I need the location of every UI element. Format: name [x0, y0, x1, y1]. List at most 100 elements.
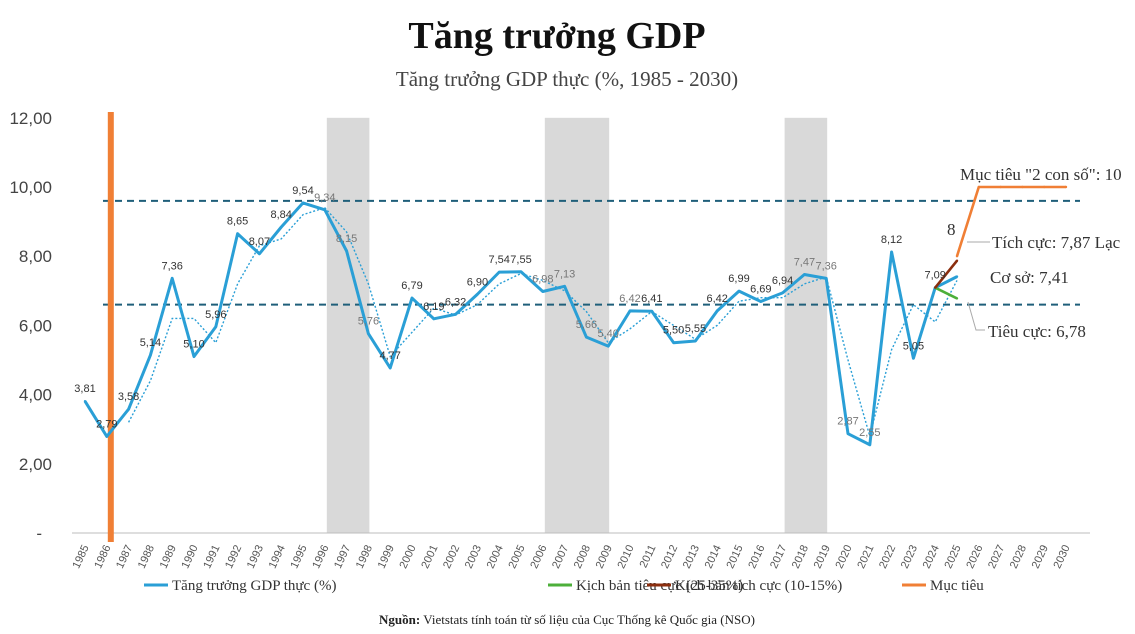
data-label-2000: 6,79 — [401, 280, 422, 292]
data-label-2005: 7,55 — [510, 254, 531, 266]
x-tick-2025: 2025 — [942, 543, 963, 570]
data-label-1999: 4,77 — [379, 350, 400, 362]
data-label-2007: 7,13 — [554, 268, 575, 280]
x-tick-2013: 2013 — [681, 543, 702, 570]
data-label-2014: 6,42 — [706, 293, 727, 305]
point-s1-2013 — [694, 339, 697, 343]
point-s1-2023 — [912, 357, 915, 360]
y-tick-2: 4,00 — [19, 386, 52, 405]
point-s1-1994 — [280, 225, 283, 229]
data-label-2019: 7,36 — [815, 260, 836, 272]
point-s1-1997 — [345, 249, 348, 253]
data-label-1993: 8,07 — [249, 236, 270, 248]
data-label-2012: 5,50 — [663, 325, 684, 337]
x-tick-1990: 1990 — [179, 543, 200, 570]
data-label-1997: 8,15 — [336, 233, 357, 245]
x-tick-2022: 2022 — [877, 543, 898, 570]
y-tick-3: 6,00 — [19, 316, 52, 335]
data-label-2021: 2,55 — [859, 427, 880, 439]
y-tick-6: 12,00 — [9, 109, 52, 128]
point-s1-2014 — [716, 309, 719, 313]
highlight-bar — [107, 112, 114, 542]
point-s1-1989 — [171, 277, 174, 280]
x-tick-2017: 2017 — [768, 543, 789, 570]
x-tick-2030: 2030 — [1051, 543, 1072, 570]
chart-title: Tăng trưởng GDP — [408, 15, 705, 57]
data-label-2008: 5,66 — [576, 319, 597, 331]
x-tick-2024: 2024 — [921, 543, 942, 570]
data-label-2004: 7,54 — [488, 254, 509, 266]
data-label-2006: 6,98 — [532, 273, 553, 285]
data-label-1992: 8,65 — [227, 216, 248, 228]
x-tick-1994: 1994 — [267, 543, 288, 570]
x-tick-2009: 2009 — [594, 543, 615, 570]
point-s1-2016 — [759, 300, 762, 303]
data-label-2024: 7,09 — [924, 270, 945, 282]
x-tick-2019: 2019 — [812, 543, 833, 570]
series-line-2 — [934, 286, 958, 300]
data-label-2017: 6,94 — [772, 275, 793, 287]
data-label-2003: 6,90 — [467, 276, 488, 288]
point-s1-2015 — [737, 289, 741, 293]
point-s1-2018 — [803, 273, 806, 276]
x-tick-1998: 1998 — [354, 543, 375, 570]
point-s1-1990 — [192, 355, 196, 358]
source-prefix: Nguồn: — [379, 612, 420, 627]
point-s1-1998 — [367, 332, 370, 335]
data-label-1998: 5,76 — [358, 316, 379, 328]
y-tick-0: - — [36, 524, 42, 543]
x-tick-2011: 2011 — [638, 543, 659, 570]
chart-subtitle: Tăng trưởng GDP thực (%, 1985 - 2030) — [396, 67, 738, 91]
x-tick-1986: 1986 — [92, 543, 113, 570]
data-label-1990: 5,10 — [183, 339, 204, 351]
positive-annotation: Tích cực: 7,87 Lạc — [992, 233, 1121, 252]
point-s4-2030 — [1064, 185, 1068, 189]
point-s3-2025 — [955, 259, 959, 262]
x-tick-2016: 2016 — [746, 543, 767, 570]
y-tick-1: 2,00 — [19, 455, 52, 474]
point-s1-2004 — [498, 270, 501, 274]
x-tick-1988: 1988 — [136, 543, 157, 570]
point-s1-2000 — [410, 296, 414, 300]
x-tick-1992: 1992 — [223, 543, 244, 570]
point-s1-2008 — [585, 335, 588, 339]
data-label-2015: 6,99 — [728, 273, 749, 285]
negative-annotation: Tiêu cực: 6,78 — [988, 322, 1086, 341]
x-tick-2028: 2028 — [1008, 543, 1029, 570]
x-tick-2027: 2027 — [986, 543, 1007, 570]
x-tick-2015: 2015 — [724, 543, 745, 570]
highlight-bar-1986 — [107, 112, 114, 542]
x-tick-2020: 2020 — [833, 543, 854, 570]
x-tick-1989: 1989 — [158, 543, 179, 570]
x-tick-2006: 2006 — [528, 543, 549, 570]
shaded-period-2 — [544, 117, 610, 534]
point-s1-1999 — [389, 366, 392, 370]
data-label-1996: 9,34 — [314, 192, 335, 204]
y-tick-5: 10,00 — [9, 178, 52, 197]
x-tick-2002: 2002 — [441, 543, 462, 570]
point-s1-2021 — [868, 443, 871, 446]
shaded-period-3 — [784, 117, 828, 534]
x-tick-2008: 2008 — [572, 543, 593, 570]
x-tick-1993: 1993 — [245, 543, 266, 570]
x-tick-2010: 2010 — [615, 543, 636, 570]
point-s1-2010 — [628, 309, 632, 313]
data-labels: 3,81 2,79 3,58 5,14 7,36 5,10 5,96 8,658,07 8,84… — [74, 185, 946, 439]
base-annotation: Cơ sở: 7,41 — [990, 268, 1069, 287]
point-s1-1996 — [323, 208, 326, 212]
data-label-1985: 3,81 — [74, 383, 95, 395]
data-label-2011: 6,41 — [641, 293, 662, 305]
data-label-1991: 5,96 — [205, 309, 226, 321]
data-label-2010: 6,42 — [619, 293, 640, 305]
x-tick-2001: 2001 — [419, 543, 440, 570]
x-tick-2026: 2026 — [964, 543, 985, 570]
x-tick-1997: 1997 — [332, 543, 353, 570]
data-label-1986: 2,79 — [96, 418, 117, 430]
x-tick-1996: 1996 — [310, 543, 331, 570]
data-label-2002: 6,32 — [445, 296, 466, 308]
x-tick-2004: 2004 — [485, 543, 506, 570]
legend-label-4: Mục tiêu — [930, 578, 984, 594]
data-label-1987: 3,58 — [118, 391, 139, 403]
source-text: Vietstats tính toán từ số liệu của Cục T… — [420, 612, 755, 627]
